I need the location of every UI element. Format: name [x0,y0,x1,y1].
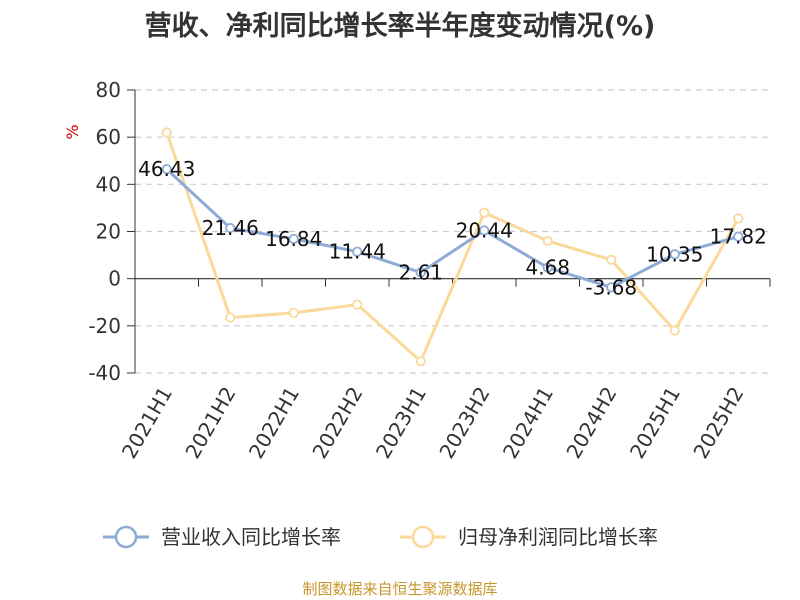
x-tick-label: 2025H2 [688,383,748,463]
y-tick-label: 20 [96,220,121,244]
data-point [606,282,617,293]
x-tick-label: 2024H1 [498,383,558,463]
data-point [225,222,236,234]
x-tick-label: 2023H1 [371,383,431,463]
x-tick-label: 2025H1 [625,383,685,463]
data-point [352,299,363,310]
data-label: 4.68 [525,256,570,280]
data-point [288,233,299,245]
data-point [542,235,553,247]
data-point [479,225,490,236]
x-tick-label: 2024H2 [561,383,621,463]
data-point [669,249,680,260]
data-labels: 46.43 21.46 16.84 11.44 2.61 20.44 4.68 -3.68 10… [138,157,767,299]
data-point [606,254,617,265]
data-label: 17.82 [710,225,767,249]
x-tick-label: 2021H2 [180,383,240,463]
legend-label: 归母净利润同比增长率 [458,525,658,549]
data-point [479,207,490,218]
data-label: 11.44 [329,240,386,264]
x-tick-label: 2023H2 [434,383,494,463]
data-label: 20.44 [456,218,513,242]
data-point [161,127,172,138]
data-point [669,325,680,336]
y-axis: 80 60 40 20 0 -20 -40 [88,78,136,385]
legend-marker [114,525,138,549]
y-tick-label: 60 [96,125,121,149]
data-point [733,231,744,242]
series-line [165,131,740,363]
series-line [165,168,739,289]
data-point [542,262,553,273]
data-point [288,307,299,318]
data-point [225,312,236,323]
data-point [415,267,426,278]
data-label: 10.35 [646,242,703,266]
y-tick-label: 40 [96,172,121,196]
y-tick-label: -40 [88,361,121,385]
grid-lines [135,89,770,374]
series-group [161,127,744,367]
x-tick-label: 2022H2 [307,383,367,463]
y-tick-label: 0 [108,267,121,291]
data-label: 2.61 [398,261,443,285]
source-note: 制图数据来自恒生聚源数据库 [302,580,497,598]
x-tick-label: 2022H1 [244,383,304,463]
data-label: 16.84 [265,227,322,251]
data-point [352,246,363,257]
y-axis-label: % [63,124,82,139]
y-tick-label: -20 [88,314,121,338]
data-point [733,213,744,224]
x-tick-label: 2021H1 [117,383,177,463]
legend: 营业收入同比增长率 归母净利润同比增长率 [103,525,658,549]
data-point [161,164,172,175]
legend-label: 营业收入同比增长率 [161,525,341,549]
data-label: -3.68 [585,275,637,299]
y-tick-label: 80 [96,78,121,102]
data-point [415,356,426,367]
data-label: 46.43 [138,157,195,181]
legend-marker [411,525,435,549]
data-label: 21.46 [202,216,259,240]
chart-title: 营收、净利同比增长率半年度变动情况(%) [144,11,656,42]
